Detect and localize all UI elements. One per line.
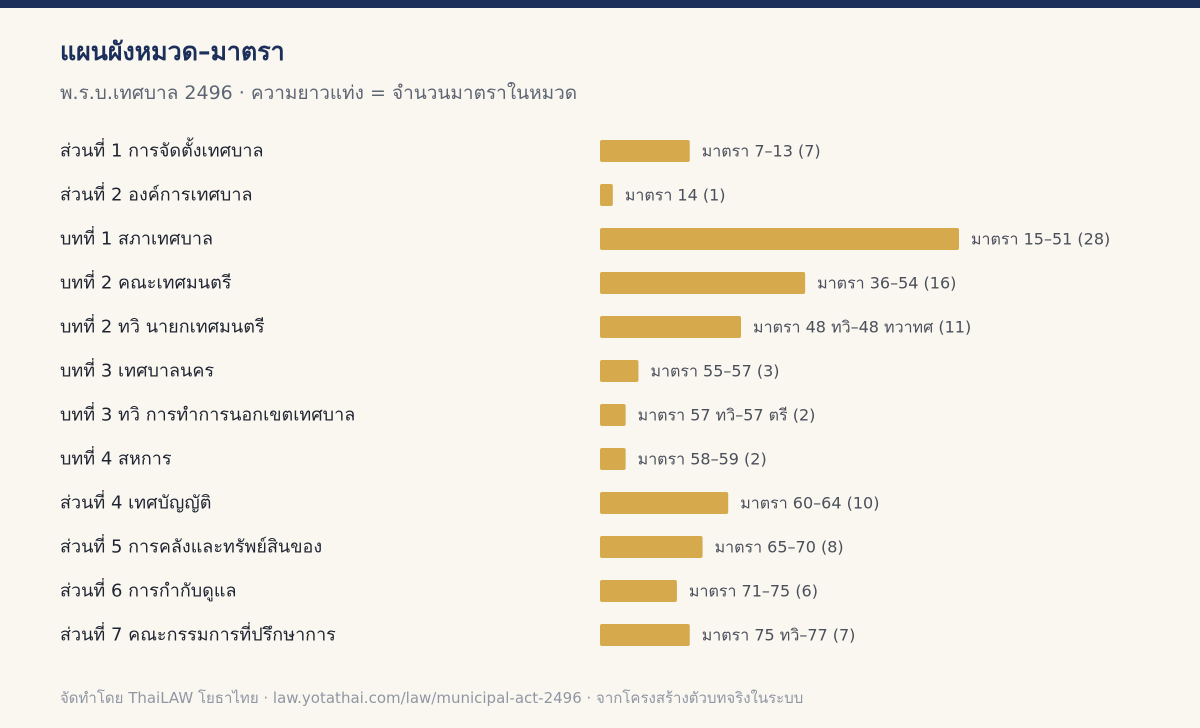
category-label: ส่วนที่ 5 การคลังและทรัพย์สินของ bbox=[60, 534, 322, 558]
bar bbox=[600, 624, 690, 646]
data-label: มาตรา 65–70 (8) bbox=[715, 538, 844, 557]
data-label: มาตรา 71–75 (6) bbox=[689, 582, 818, 601]
bar bbox=[600, 184, 613, 206]
page-title: แผนผังหมวด–มาตรา bbox=[60, 37, 285, 66]
data-label: มาตรา 48 ทวิ–48 ทวาทศ (11) bbox=[753, 318, 971, 337]
data-label: มาตรา 14 (1) bbox=[625, 186, 726, 205]
data-label: มาตรา 75 ทวิ–77 (7) bbox=[702, 626, 856, 645]
category-label: ส่วนที่ 2 องค์การเทศบาล bbox=[60, 182, 252, 206]
category-label: บทที่ 3 ทวิ การทำการนอกเขตเทศบาล bbox=[60, 402, 355, 426]
data-label: มาตรา 60–64 (10) bbox=[740, 494, 879, 513]
bar bbox=[600, 272, 806, 294]
category-label: ส่วนที่ 4 เทศบัญญัติ bbox=[60, 490, 211, 514]
bar bbox=[600, 140, 690, 162]
data-label: มาตรา 36–54 (16) bbox=[817, 274, 956, 293]
bar bbox=[600, 448, 626, 470]
bar bbox=[600, 404, 626, 426]
data-label: มาตรา 55–57 (3) bbox=[650, 362, 779, 381]
category-label: ส่วนที่ 1 การจัดตั้งเทศบาล bbox=[60, 138, 264, 162]
data-label: มาตรา 57 ทวิ–57 ตรี (2) bbox=[638, 406, 816, 425]
bar bbox=[600, 536, 703, 558]
bar bbox=[600, 492, 729, 514]
category-label: บทที่ 2 ทวิ นายกเทศมนตรี bbox=[60, 314, 265, 338]
category-label: บทที่ 2 คณะเทศมนตรี bbox=[60, 270, 232, 294]
bar bbox=[600, 316, 742, 338]
category-label: ส่วนที่ 7 คณะกรรมการที่ปรึกษาการ bbox=[60, 622, 336, 646]
page-subtitle: พ.ร.บ.เทศบาล 2496 · ความยาวแท่ง = จำนวนม… bbox=[60, 82, 578, 104]
category-label: บทที่ 4 สหการ bbox=[60, 446, 172, 470]
category-label: บทที่ 3 เทศบาลนคร bbox=[60, 358, 214, 382]
bar bbox=[600, 228, 959, 250]
bar bbox=[600, 360, 639, 382]
category-label: ส่วนที่ 6 การกำกับดูแล bbox=[60, 578, 236, 602]
data-label: มาตรา 7–13 (7) bbox=[702, 142, 821, 161]
data-label: มาตรา 58–59 (2) bbox=[638, 450, 767, 469]
top-accent-bar bbox=[0, 0, 1200, 8]
category-label: บทที่ 1 สภาเทศบาล bbox=[60, 226, 213, 250]
bar bbox=[600, 580, 677, 602]
data-label: มาตรา 15–51 (28) bbox=[971, 230, 1110, 249]
footer-credit: จัดทำโดย ThaiLAW โยธาไทย · law.yotathai.… bbox=[60, 689, 804, 707]
